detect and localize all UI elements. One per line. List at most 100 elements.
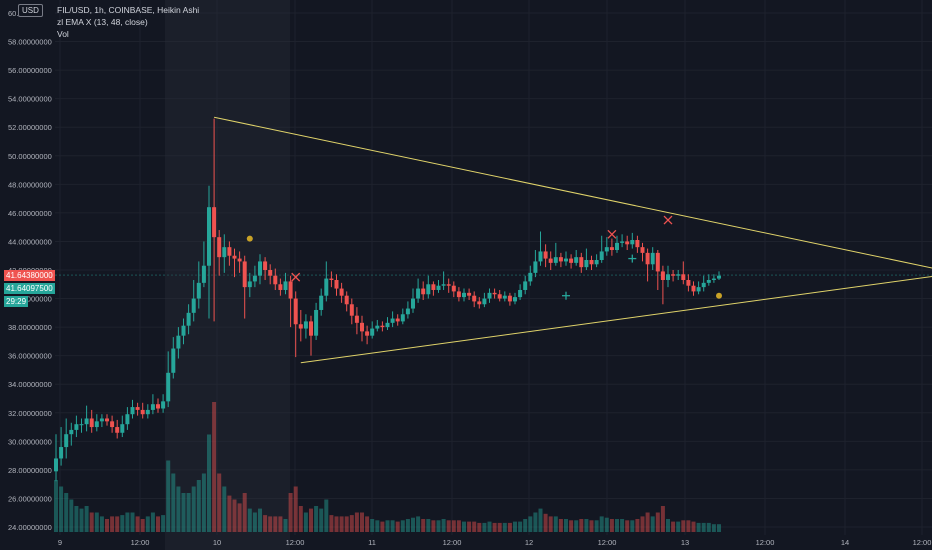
volume-bar [671, 521, 676, 532]
time-tick-label: 12:00 [756, 538, 775, 547]
volume-bar [140, 519, 145, 532]
volume-bar [482, 522, 487, 532]
candle-body [523, 281, 528, 290]
time-tick-label: 11 [368, 538, 376, 547]
volume-bar [339, 516, 344, 532]
volume-bar [309, 508, 313, 532]
trendlines[interactable] [213, 116, 932, 364]
volume-line[interactable]: Vol [57, 29, 69, 39]
time-tick-label: 14 [841, 538, 849, 547]
price-tick-label: 36.00000000 [8, 352, 52, 361]
volume-bar [191, 486, 196, 532]
time-tick-label: 12:00 [131, 538, 150, 547]
volume-bar [589, 520, 594, 532]
candle-body [278, 284, 283, 290]
time-tick-label: 12:00 [286, 538, 305, 547]
volume-bar [686, 520, 691, 532]
volume-bar [176, 486, 181, 532]
candle-body [242, 261, 247, 288]
volume-bar [201, 473, 206, 532]
candle-body [212, 207, 217, 238]
candle-body [615, 242, 619, 251]
candle-body [196, 282, 201, 299]
volume-bar [120, 515, 125, 532]
volume-bar [666, 519, 670, 532]
volume-bar [462, 521, 466, 532]
price-tick-label: 24.00000000 [8, 523, 52, 532]
candle-body [497, 294, 502, 299]
candle-body [660, 271, 665, 280]
volume-bar [278, 516, 283, 532]
candle-body [441, 284, 446, 286]
volume-bar [156, 516, 160, 532]
signal-dot [246, 235, 253, 242]
candle-body [385, 322, 390, 328]
candle-body [314, 309, 319, 336]
candle-body [456, 291, 461, 298]
candle-body [400, 314, 405, 322]
candle-body [569, 258, 574, 263]
volume-bar [655, 512, 660, 532]
price-tick-label: 26.00000000 [8, 494, 52, 503]
symbol-line[interactable]: FIL/USD, 1h, COINBASE, Heikin Ashi [57, 5, 200, 15]
volume-bar [436, 520, 441, 532]
time-tick-label: 12:00 [598, 538, 617, 547]
volume-bar [635, 519, 640, 532]
candle-body [263, 261, 268, 270]
candle-body [309, 321, 313, 336]
volume-bar [400, 520, 405, 532]
candle-body [533, 261, 538, 273]
volume-bar [298, 506, 303, 532]
candle-body [405, 308, 410, 315]
volume-bar [247, 508, 252, 532]
volume-bar [497, 522, 502, 532]
candle-body [288, 281, 293, 299]
volume-bar [421, 519, 426, 532]
chart-grid [55, 0, 932, 535]
candle-body [681, 274, 686, 280]
volume-bar [574, 520, 579, 532]
candle-body [232, 255, 237, 259]
candle-body [354, 315, 359, 323]
time-axis[interactable]: 9 12:00 10 12:00 11 12:00 12 12:00 13 12:00 14 12:0… [58, 538, 931, 547]
volume-bar [533, 512, 538, 532]
candle-body [207, 207, 211, 266]
candle-body [166, 372, 171, 402]
candle-body [507, 295, 512, 302]
volume-bar [263, 515, 268, 532]
candle-body [273, 275, 278, 285]
volume-bar [553, 516, 558, 532]
indicator-line[interactable]: zl EMA X (13, 48, close) [57, 17, 148, 27]
candle-body [584, 260, 589, 268]
candle-body [135, 407, 140, 410]
candle-body [477, 301, 482, 305]
trendline [213, 116, 932, 269]
volume-bar [252, 512, 257, 532]
price-tick-label: 44.00000000 [8, 237, 52, 246]
volume-bar [390, 520, 395, 532]
volume-bar [344, 516, 349, 532]
volume-bar [431, 520, 436, 532]
candle-body [99, 418, 104, 422]
candle-body [558, 257, 563, 262]
volume-bar [609, 519, 614, 532]
buy-plus-marker [562, 291, 570, 300]
candle-body [676, 274, 681, 276]
candle-body [375, 325, 380, 329]
price-axis[interactable]: 60. 58.00000000 56.00000000 54.00000000 52.0… [8, 9, 52, 532]
candle-body [564, 258, 568, 262]
currency-badge[interactable]: USD [18, 4, 43, 17]
volume-bar [451, 520, 456, 532]
candle-body [538, 251, 543, 262]
candle-body [487, 292, 492, 299]
sell-cross-marker [291, 272, 301, 282]
candle-body [125, 414, 130, 425]
volume-bar [354, 512, 359, 532]
volume-bar [268, 516, 273, 532]
volume-bar [599, 516, 604, 532]
time-tick-label: 12 [525, 538, 533, 547]
volume-bar [380, 521, 385, 532]
volume-bar [411, 517, 415, 532]
volume-bar [691, 521, 696, 532]
